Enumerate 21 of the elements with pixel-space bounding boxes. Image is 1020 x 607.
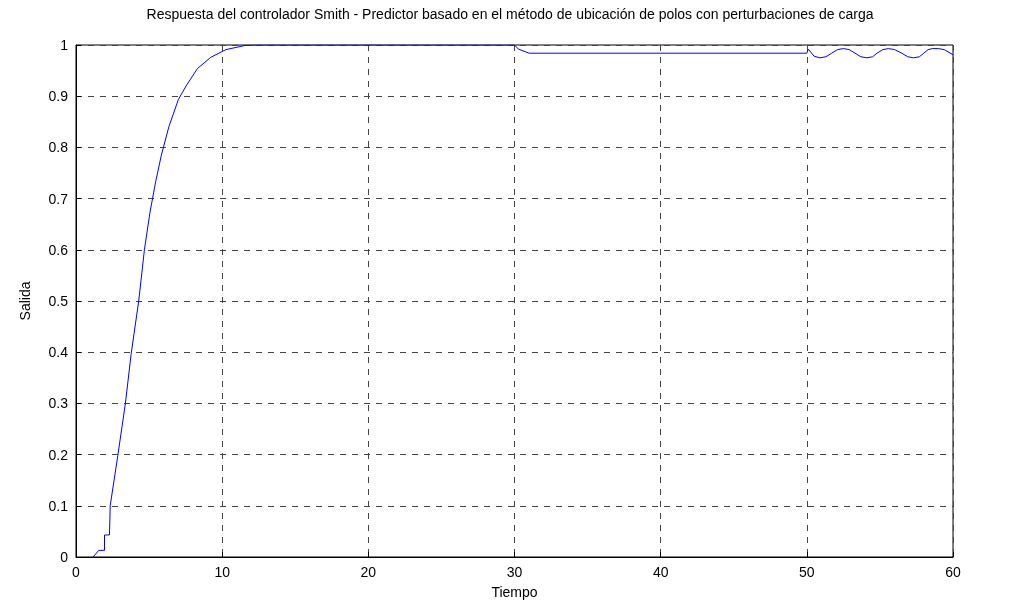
x-tick-label: 50 bbox=[799, 564, 815, 580]
y-tick-label: 0.7 bbox=[48, 190, 69, 207]
y-tick-label: 0.6 bbox=[48, 241, 69, 258]
x-tick-label: 40 bbox=[652, 564, 669, 580]
x-tick-label: 10 bbox=[214, 564, 231, 580]
y-axis-title: Salida bbox=[17, 281, 33, 321]
x-tick-label: 30 bbox=[506, 564, 523, 580]
x-tick-label: 60 bbox=[945, 564, 961, 580]
y-tick-label: 0.9 bbox=[48, 88, 69, 105]
chart-title: Respuesta del controlador Smith - Predictor basado en el método de ubicación de polos con perturbaciones de carga bbox=[146, 6, 874, 22]
y-tick-label: 0.1 bbox=[48, 497, 69, 514]
x-tick-label: 0 bbox=[72, 564, 81, 580]
y-tick-label: 0.5 bbox=[48, 293, 69, 309]
y-tick-label: 0.8 bbox=[48, 139, 69, 156]
y-tick-label: 0 bbox=[60, 549, 69, 565]
y-tick-label: 1 bbox=[60, 37, 69, 53]
y-tick-label: 0.4 bbox=[48, 344, 69, 361]
y-tick-label: 0.3 bbox=[48, 395, 69, 412]
x-axis-title: Tiempo bbox=[491, 584, 538, 600]
y-tick-label: 0.2 bbox=[48, 446, 69, 463]
x-tick-label: 20 bbox=[360, 564, 377, 580]
